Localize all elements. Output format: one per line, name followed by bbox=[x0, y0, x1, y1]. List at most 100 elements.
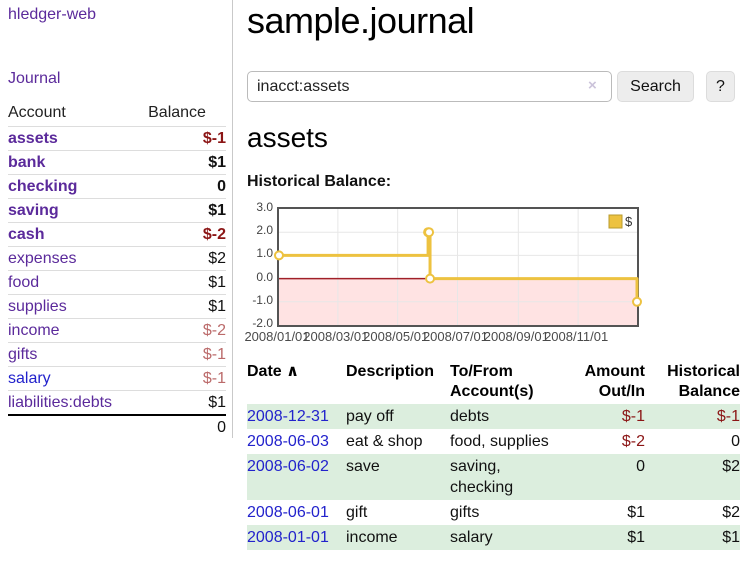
x-axis-tick-label: 2008/03/01 bbox=[303, 329, 369, 344]
y-axis-tick-label: -1.0 bbox=[252, 292, 273, 307]
transaction-description: eat & shop bbox=[346, 433, 423, 450]
y-axis-tick-label: 1.0 bbox=[256, 246, 273, 261]
accounts-total-row: 0 bbox=[8, 415, 226, 439]
x-axis-tick-label: 2008/01/01 bbox=[244, 329, 310, 344]
transaction-date-link[interactable]: 2008-06-02 bbox=[247, 458, 329, 475]
transaction-accounts: debts bbox=[450, 408, 490, 425]
account-row-cash: cash $-2 bbox=[8, 222, 226, 247]
register-row: 2008-12-31 pay off debts $-1 $-1 bbox=[247, 404, 740, 429]
transaction-balance: $2 bbox=[722, 458, 740, 475]
x-axis-tick-label: 2008/11/01 bbox=[544, 329, 609, 344]
account-row-saving: saving $1 bbox=[8, 198, 226, 223]
transaction-date-link[interactable]: 2008-12-31 bbox=[247, 408, 329, 425]
account-row-income: income $-2 bbox=[8, 318, 226, 343]
account-row-salary: salary $-1 bbox=[8, 366, 226, 391]
balance-chart: $ bbox=[274, 207, 642, 327]
account-balance: $-1 bbox=[202, 370, 226, 387]
chart-area: $ 3.0 2.0 1.0 0.0 -1.0 -2.0 2008/01/01 2008/03/… bbox=[244, 200, 707, 350]
clear-search-icon[interactable]: × bbox=[588, 77, 597, 94]
account-balance: $1 bbox=[208, 202, 226, 219]
accounts-total-balance: 0 bbox=[217, 419, 226, 436]
transaction-accounts: food, supplies bbox=[450, 433, 549, 450]
register-header-accounts: To/From Account(s) bbox=[450, 363, 534, 400]
search-button[interactable]: Search bbox=[617, 71, 694, 102]
transaction-date-link[interactable]: 2008-06-03 bbox=[247, 433, 329, 450]
account-balance: $1 bbox=[208, 154, 226, 171]
accounts-header-account: Account bbox=[8, 100, 149, 127]
account-heading: assets bbox=[247, 122, 328, 153]
account-balance: $-1 bbox=[202, 346, 226, 363]
help-button[interactable]: ? bbox=[706, 71, 735, 102]
transaction-balance: $2 bbox=[722, 504, 740, 521]
account-row-assets: assets $-1 bbox=[8, 126, 226, 151]
svg-text:$: $ bbox=[625, 214, 633, 229]
transaction-amount: $1 bbox=[627, 504, 645, 521]
account-row-expenses: expenses $2 bbox=[8, 246, 226, 271]
register-header-amount: Amount Out/In bbox=[584, 363, 645, 400]
account-balance: $1 bbox=[208, 394, 226, 411]
transaction-accounts: gifts bbox=[450, 504, 480, 521]
accounts-header-balance: Balance bbox=[148, 100, 226, 127]
transaction-amount: $-2 bbox=[621, 433, 645, 450]
account-balance: $1 bbox=[208, 274, 226, 291]
y-axis-tick-label: 0.0 bbox=[256, 269, 273, 284]
transaction-description: pay off bbox=[346, 408, 394, 425]
register-header-date[interactable]: Date ∧ bbox=[247, 363, 300, 380]
account-balance: $1 bbox=[208, 298, 226, 315]
transaction-description: income bbox=[346, 529, 398, 546]
main-content: sample.journal × Search ? assets Histori… bbox=[244, 0, 742, 582]
search-input[interactable] bbox=[247, 71, 612, 102]
transaction-date-link[interactable]: 2008-01-01 bbox=[247, 529, 329, 546]
register-row: 2008-01-01 income salary $1 $1 bbox=[247, 525, 740, 550]
transaction-amount: $1 bbox=[627, 529, 645, 546]
chart-title: Historical Balance: bbox=[247, 173, 392, 190]
account-link-food[interactable]: food bbox=[8, 274, 40, 291]
account-balance: $-2 bbox=[202, 226, 226, 243]
balance-chart-svg: $ bbox=[274, 209, 642, 325]
app-title-link[interactable]: hledger-web bbox=[8, 6, 97, 23]
account-row-supplies: supplies $1 bbox=[8, 294, 226, 319]
register-table: Date ∧ Description To/From Account(s) Am… bbox=[247, 360, 740, 550]
account-link-income[interactable]: income bbox=[8, 322, 60, 339]
transaction-accounts: salary bbox=[450, 529, 493, 546]
account-link-assets[interactable]: assets bbox=[8, 130, 58, 147]
account-row-bank: bank $1 bbox=[8, 150, 226, 175]
x-axis-tick-label: 2008/07/01 bbox=[422, 329, 489, 344]
account-link-cash[interactable]: cash bbox=[8, 226, 45, 243]
x-axis-tick-label: 2008/05/01 bbox=[363, 329, 429, 344]
register-header-balance: Historical Balance bbox=[667, 363, 740, 400]
account-link-checking[interactable]: checking bbox=[8, 178, 78, 195]
account-link-gifts[interactable]: gifts bbox=[8, 346, 38, 363]
x-axis-tick-label: 2008/09/01 bbox=[483, 329, 549, 344]
transaction-balance: $1 bbox=[722, 529, 740, 546]
accounts-table: Account Balance assets $-1 bank $1 check… bbox=[8, 100, 226, 439]
transaction-amount: 0 bbox=[636, 458, 645, 475]
transaction-description: gift bbox=[346, 504, 368, 521]
page-title: sample.journal bbox=[247, 0, 475, 41]
account-row-liabilities-debts: liabilities:debts $1 bbox=[8, 390, 226, 416]
account-balance: 0 bbox=[217, 178, 226, 195]
account-link-supplies[interactable]: supplies bbox=[8, 298, 67, 315]
account-row-food: food $1 bbox=[8, 270, 226, 295]
account-link-bank[interactable]: bank bbox=[8, 154, 46, 171]
accounts-header-row: Account Balance bbox=[8, 100, 226, 127]
transaction-balance: 0 bbox=[731, 433, 740, 450]
sort-ascending-icon: ∧ bbox=[286, 363, 300, 380]
register-row: 2008-06-01 gift gifts $1 $2 bbox=[247, 500, 740, 525]
sidebar: hledger-web Journal Account Balance asse… bbox=[0, 0, 233, 438]
account-link-expenses[interactable]: expenses bbox=[8, 250, 77, 267]
account-row-gifts: gifts $-1 bbox=[8, 342, 226, 367]
sidebar-item-journal[interactable]: Journal bbox=[8, 70, 61, 87]
account-link-liabilities-debts[interactable]: liabilities:debts bbox=[8, 394, 113, 411]
transaction-amount: $-1 bbox=[621, 408, 645, 425]
account-link-saving[interactable]: saving bbox=[8, 202, 59, 219]
transaction-date-link[interactable]: 2008-06-01 bbox=[247, 504, 329, 521]
register-row: 2008-06-03 eat & shop food, supplies $-2… bbox=[247, 429, 740, 454]
y-axis-tick-label: -2.0 bbox=[252, 316, 273, 330]
register-row: 2008-06-02 save saving, checking 0 $2 bbox=[247, 454, 740, 500]
account-link-salary[interactable]: salary bbox=[8, 370, 51, 387]
y-axis-tick-label: 3.0 bbox=[256, 200, 273, 214]
account-balance: $2 bbox=[208, 250, 226, 267]
transaction-description: save bbox=[346, 458, 380, 475]
y-axis-tick-label: 2.0 bbox=[256, 223, 273, 238]
